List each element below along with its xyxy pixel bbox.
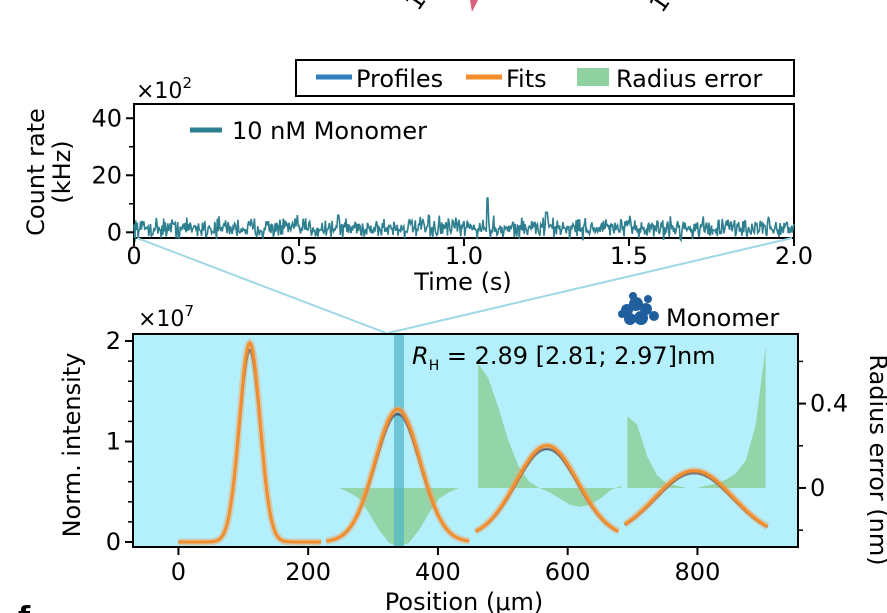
bottom-x-label: Position (μm) [385, 588, 543, 613]
fit-line-3 [474, 443, 619, 533]
fit-line-2 [326, 407, 470, 543]
top-legend: Profiles Fits Radius error [295, 59, 795, 97]
bottom-x-tick-label: 0 [171, 558, 186, 586]
rh-annotation: RH = 2.89 [2.81; 2.97]nm [412, 342, 716, 374]
top-x-tick-label: 0.5 [280, 242, 318, 270]
bottom-y-label: Norm. intensity [58, 353, 86, 538]
profile-fit-layer [178, 337, 770, 546]
bottom-y-multiplier: ×107 [138, 302, 194, 332]
bottom-x-tick-label: 800 [675, 558, 721, 586]
legend-radius-error-label: Radius error [616, 65, 762, 93]
legend-radius-error-swatch [577, 68, 609, 86]
legend-frame [295, 59, 795, 97]
bottom-y-tick-label: 1 [106, 428, 121, 456]
bottom-y-tick-label: 2 [106, 327, 121, 355]
fit-line-1 [178, 340, 322, 544]
top-x-label: Time (s) [413, 268, 512, 296]
zoom-line-left [136, 237, 387, 334]
count-rate-trace-line [133, 197, 795, 243]
panel-letter-fragment: f [18, 600, 31, 613]
legend-fits-label: Fits [506, 65, 547, 93]
top-x-tick-label: 1.0 [445, 242, 483, 270]
top-y-ticks: 0 20 40 [91, 104, 134, 246]
top-y-label: Count rate (kHz) [22, 108, 76, 236]
radius-error-fill-3 [627, 346, 766, 488]
monomer-label: Monomer [666, 304, 779, 332]
highlight-band [394, 334, 404, 547]
zoom-line-right [387, 237, 793, 334]
bottom-x-ticks: 0 200 400 600 800 [171, 547, 721, 586]
bottom-x-tick-label: 600 [545, 558, 591, 586]
top-x-tick-label: 1.5 [610, 242, 648, 270]
decorative-fragment [470, 0, 478, 12]
legend-profiles-label: Profiles [356, 65, 443, 93]
svg-text:Count rate: Count rate [22, 108, 50, 236]
series-legend-label: 10 nM Monomer [232, 117, 427, 145]
top-y-tick-label: 40 [91, 104, 122, 132]
top-x-ticks: 0 0.5 1.0 1.5 2.0 [126, 238, 813, 270]
fit-line-4 [624, 469, 769, 528]
bottom-y2-tick-label: 0 [810, 474, 825, 502]
bottom-y-tick-label: 0 [106, 528, 121, 556]
top-plot-frame [133, 103, 795, 239]
top-x-tick-label: 0 [126, 242, 141, 270]
bottom-y2-ticks: 00.4 [798, 360, 848, 531]
top-y-tick-label: 0 [107, 218, 122, 246]
top-panel: 0 0.5 1.0 1.5 2.0 0 20 40 ×102 Time (s) Count … [22, 74, 813, 296]
bottom-y2-tick-label: 0.4 [810, 390, 848, 418]
svg-text:(kHz): (kHz) [48, 140, 76, 203]
bottom-x-tick-label: 400 [415, 558, 461, 586]
protein-monomer-icon [618, 292, 659, 325]
bottom-y2-label: Radius error (nm) [864, 354, 887, 565]
top-fragment-left: 1 [400, 0, 432, 15]
top-x-tick-label: 2.0 [775, 242, 813, 270]
bottom-plot-frame [132, 333, 799, 548]
top-fragment-right: 10 [644, 0, 684, 17]
bottom-panel: 0 200 400 600 800 012 00.4 ×107 Position (μm… [58, 292, 887, 613]
top-trace-layer [133, 197, 795, 243]
top-y-multiplier: ×102 [136, 74, 192, 104]
radius-error-fill-2 [478, 363, 621, 507]
bottom-x-tick-label: 200 [285, 558, 331, 586]
top-y-tick-label: 20 [91, 161, 122, 189]
bottom-y-ticks: 0 1 2 [106, 327, 133, 556]
